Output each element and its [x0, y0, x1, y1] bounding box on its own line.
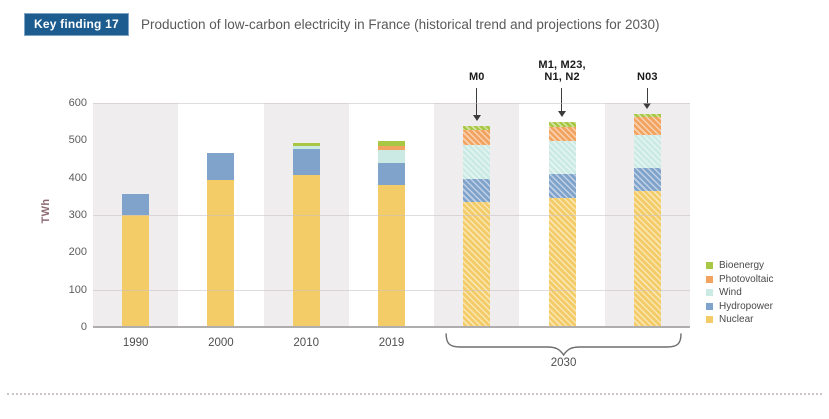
- bar-segment-wind: [548, 141, 576, 174]
- legend-swatch-bioenergy: [706, 262, 713, 269]
- x-tick-1990: 1990: [122, 337, 149, 349]
- y-tick-400: 400: [68, 171, 87, 184]
- bar-segment-hydropower: [463, 178, 491, 202]
- x-tick-2010: 2010: [293, 337, 319, 349]
- stacked-bar-m1-m23-n1-n2: [548, 103, 576, 327]
- gridline-300: [93, 215, 690, 216]
- legend-swatch-photovoltaic: [706, 275, 713, 283]
- legend-label-nuclear: Nuclear: [719, 314, 754, 325]
- x-axis-line: [93, 326, 690, 328]
- bar-segment-wind: [463, 145, 491, 179]
- stacked-bar-2010: [292, 103, 320, 327]
- x-tick-2000: 2000: [208, 337, 234, 349]
- key-finding-badge: Key finding 17: [24, 13, 129, 36]
- bar-segment-hydropower: [548, 173, 576, 199]
- bar-segment-bioenergy: [292, 143, 320, 146]
- stacked-bar-1990: [122, 103, 150, 327]
- y-tick-500: 500: [68, 134, 87, 147]
- bar-segment-nuclear: [292, 174, 320, 327]
- bar-segment-nuclear: [378, 185, 405, 327]
- bar-segment-hydropower: [633, 167, 661, 191]
- bar-segment-wind: [292, 145, 320, 150]
- gridline-100: [93, 289, 690, 291]
- bar-segment-nuclear: [207, 179, 235, 327]
- legend-item-nuclear: Nuclear: [706, 313, 773, 326]
- legend-item-hydropower: Hydropower: [706, 300, 773, 313]
- y-tick-200: 200: [68, 246, 87, 259]
- legend-swatch-nuclear: [706, 316, 713, 323]
- bar-segment-nuclear: [122, 215, 150, 327]
- bottom-dotted-divider: [7, 393, 822, 395]
- annotation-arrow-head: [643, 103, 652, 110]
- bar-segment-nuclear: [463, 201, 491, 327]
- bar-segment-hydropower: [292, 149, 320, 175]
- bar-segment-bioenergy: [463, 126, 491, 130]
- bar-segment-hydropower: [122, 194, 150, 215]
- annotation-arrow-line: [646, 88, 648, 104]
- stacked-bar-n03: [633, 103, 661, 327]
- brace-path: [445, 333, 682, 357]
- stacked-bar-2019: [378, 103, 405, 327]
- annotation-arrow-line: [476, 88, 478, 116]
- group-bracket-label: 2030: [550, 357, 577, 369]
- legend-swatch-wind: [706, 289, 713, 296]
- bar-segment-hydropower: [207, 153, 235, 180]
- bar-segment-nuclear: [633, 190, 661, 327]
- y-tick-600: 600: [68, 97, 87, 109]
- bar-segment-nuclear: [548, 198, 576, 327]
- y-tick-0: 0: [80, 321, 87, 333]
- legend-label-hydropower: Hydropower: [719, 300, 773, 312]
- bar-segment-bioenergy: [378, 141, 405, 146]
- legend-swatch-hydropower: [706, 302, 713, 310]
- bar-segment-wind: [633, 135, 661, 168]
- legend-item-photovoltaic: Photovoltaic: [706, 273, 773, 286]
- chart-title: Production of low-carbon electricity in …: [141, 17, 660, 32]
- bar-segment-wind: [378, 150, 405, 163]
- annotation-label-m1m23: M1, M23, N1, N2: [538, 59, 586, 83]
- y-tick-100: 100: [68, 283, 87, 296]
- legend: Bioenergy Photovoltaic Wind Hydropower Nucle…: [706, 259, 773, 327]
- stacked-bar-2000: [207, 103, 235, 327]
- y-tick-300: 300: [68, 209, 87, 221]
- bar-segment-bioenergy: [548, 122, 576, 127]
- gridline-600: [93, 103, 690, 104]
- annotation-arrow-head: [558, 111, 567, 118]
- legend-label-bioenergy: Bioenergy: [719, 260, 765, 271]
- annotation-label-n03: N03: [636, 70, 658, 83]
- plot-area: [93, 103, 690, 328]
- group-brace: [445, 333, 682, 357]
- bar-segment-photovoltaic: [378, 145, 405, 151]
- stacked-bar-m0: [463, 103, 491, 327]
- legend-label-photovoltaic: Photovoltaic: [719, 273, 774, 285]
- bar-segment-bioenergy: [633, 114, 661, 118]
- annotation-arrow-head: [472, 115, 481, 122]
- bar-segment-photovoltaic: [633, 117, 661, 136]
- legend-label-wind: Wind: [719, 287, 742, 298]
- bar-segment-photovoltaic: [463, 129, 491, 146]
- x-tick-2019: 2019: [378, 337, 405, 349]
- legend-item-wind: Wind: [706, 286, 773, 299]
- legend-item-bioenergy: Bioenergy: [706, 259, 773, 272]
- bar-segment-hydropower: [378, 162, 405, 186]
- annotation-label-m0: M0: [468, 70, 485, 83]
- bar-segment-photovoltaic: [548, 126, 576, 142]
- annotation-arrow-line: [561, 88, 563, 112]
